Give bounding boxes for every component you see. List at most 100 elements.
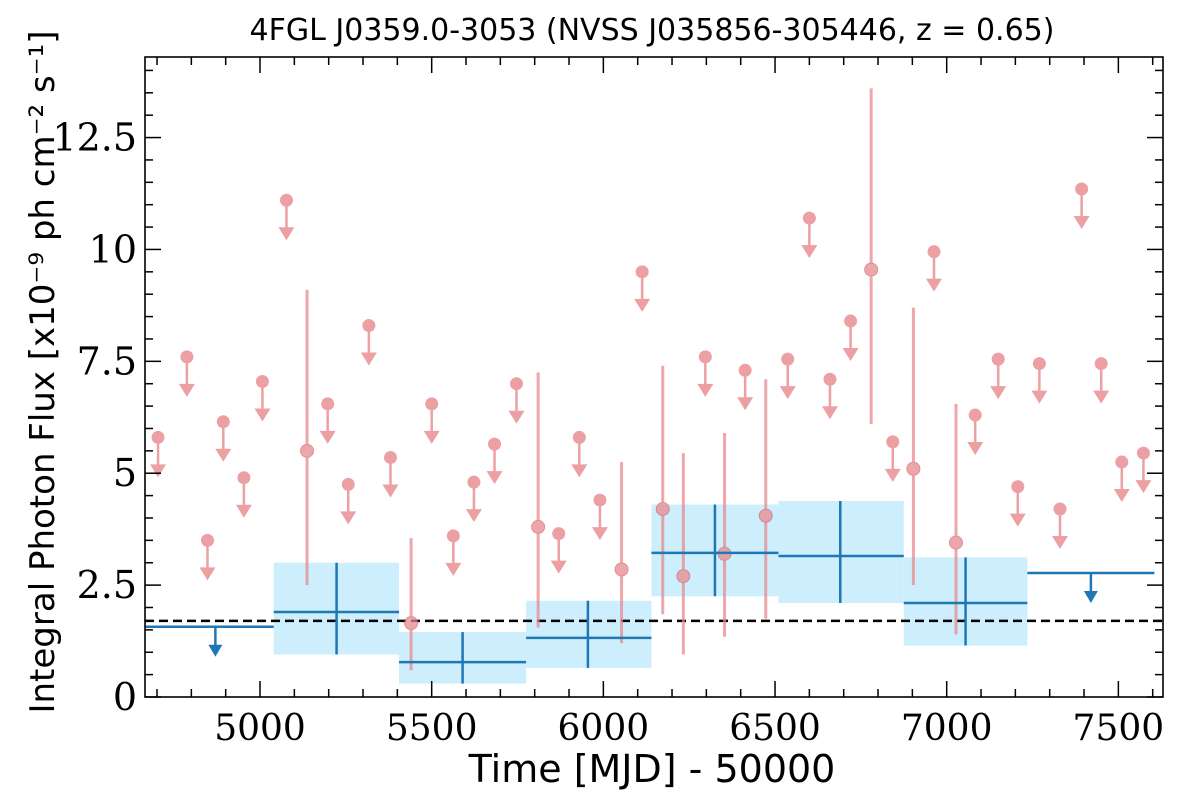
upper-limit-point bbox=[425, 397, 439, 411]
upper-limit-point bbox=[1032, 357, 1046, 371]
long-bin-ul-arrow bbox=[208, 644, 223, 657]
upper-limit-arrow bbox=[1031, 390, 1048, 404]
upper-limit-marker bbox=[445, 529, 462, 576]
upper-limit-point bbox=[488, 437, 502, 451]
upper-limit-arrow bbox=[199, 567, 216, 581]
detection-marker bbox=[906, 307, 921, 586]
upper-limit-arrow bbox=[821, 406, 838, 420]
detection-marker bbox=[758, 379, 773, 619]
short-bin-markers bbox=[150, 88, 1152, 671]
upper-limit-marker bbox=[235, 471, 252, 518]
plot-frame bbox=[144, 56, 1164, 698]
upper-limit-point bbox=[968, 408, 982, 422]
upper-limit-point bbox=[446, 529, 460, 543]
upper-limit-marker bbox=[1009, 480, 1026, 527]
upper-limit-marker bbox=[150, 430, 167, 478]
upper-limit-point bbox=[151, 430, 165, 444]
upper-limit-point bbox=[180, 350, 194, 364]
upper-limit-marker bbox=[1135, 446, 1152, 494]
upper-limit-marker bbox=[215, 415, 232, 462]
x-axis-label: Time [MJD] - 50000 bbox=[468, 747, 836, 791]
upper-limit-arrow bbox=[340, 511, 357, 525]
upper-limit-arrow bbox=[254, 408, 271, 422]
upper-limit-marker bbox=[697, 350, 714, 397]
upper-limit-point bbox=[802, 211, 816, 225]
upper-limit-marker bbox=[254, 374, 271, 422]
upper-limit-arrow bbox=[779, 386, 796, 400]
upper-limit-point bbox=[1011, 480, 1025, 494]
long-bin-detection bbox=[273, 562, 400, 655]
detection-point bbox=[864, 262, 879, 277]
upper-limit-point bbox=[886, 435, 900, 449]
y-tick-label: 12.5 bbox=[52, 116, 137, 160]
upper-limit-point bbox=[341, 477, 355, 491]
upper-limit-marker bbox=[178, 350, 195, 397]
upper-limit-point bbox=[509, 377, 523, 391]
upper-limit-marker bbox=[737, 363, 754, 411]
upper-limit-point bbox=[991, 352, 1005, 366]
x-tick-label: 5500 bbox=[386, 708, 478, 749]
x-tick-label: 7500 bbox=[1073, 708, 1165, 749]
long-bin-detection bbox=[903, 557, 1028, 646]
detection-point bbox=[300, 443, 315, 458]
detection-marker bbox=[531, 372, 546, 628]
y-tick-label: 10 bbox=[89, 227, 137, 271]
upper-limit-point bbox=[200, 533, 214, 547]
upper-limit-point bbox=[552, 527, 566, 541]
upper-limit-arrow bbox=[465, 509, 482, 523]
detection-point bbox=[531, 519, 546, 534]
x-tick-label: 6000 bbox=[558, 708, 650, 749]
y-axis-label: Integral Photon Flux [x10⁻⁹ ph cm⁻² s⁻¹] bbox=[23, 30, 63, 713]
upper-limit-arrow bbox=[360, 352, 377, 366]
upper-limit-arrow bbox=[591, 527, 608, 541]
upper-limit-marker bbox=[340, 477, 357, 525]
upper-limit-marker bbox=[1073, 182, 1090, 230]
upper-limit-point bbox=[844, 314, 858, 328]
long-bin-markers bbox=[145, 500, 1155, 684]
chart-title: 4FGL J0359.0-3053 (NVSS J035856-305446, … bbox=[250, 13, 1055, 48]
detection-point bbox=[655, 502, 670, 517]
upper-limit-marker bbox=[591, 493, 608, 541]
upper-limit-marker bbox=[508, 377, 525, 424]
long-bin-ul-arrow bbox=[1083, 591, 1098, 604]
upper-limit-point bbox=[738, 363, 752, 377]
upper-limit-marker bbox=[634, 265, 651, 312]
upper-limit-arrow bbox=[737, 397, 754, 411]
upper-limit-point bbox=[255, 374, 269, 388]
upper-limit-arrow bbox=[884, 468, 901, 482]
upper-limit-point bbox=[635, 265, 649, 279]
upper-limit-marker bbox=[486, 437, 503, 485]
detection-point bbox=[948, 535, 963, 550]
upper-limit-arrow bbox=[1113, 489, 1130, 503]
detection-point bbox=[676, 569, 691, 584]
long-bin-detection bbox=[526, 600, 652, 668]
upper-limit-marker bbox=[423, 397, 440, 444]
upper-limit-marker bbox=[1031, 357, 1048, 404]
upper-limit-marker bbox=[821, 372, 838, 420]
y-tick-label: 5 bbox=[113, 451, 137, 495]
upper-limit-arrow bbox=[178, 383, 195, 397]
upper-limit-point bbox=[781, 352, 795, 366]
long-bin-detection bbox=[399, 632, 527, 684]
detection-marker bbox=[404, 538, 419, 671]
upper-limit-marker bbox=[1051, 502, 1068, 550]
upper-limit-point bbox=[1075, 182, 1089, 196]
detection-point bbox=[404, 616, 419, 631]
detection-marker bbox=[300, 289, 315, 586]
upper-limit-point bbox=[383, 451, 397, 465]
upper-limit-arrow bbox=[697, 383, 714, 397]
upper-limit-point bbox=[698, 350, 712, 364]
upper-limit-point bbox=[362, 319, 376, 333]
upper-limit-point bbox=[1094, 357, 1108, 371]
upper-limit-marker bbox=[360, 319, 377, 366]
upper-limit-marker bbox=[842, 314, 859, 362]
upper-limit-arrow bbox=[990, 386, 1007, 400]
upper-limit-marker bbox=[382, 451, 399, 498]
detection-point bbox=[906, 461, 921, 476]
upper-limit-marker bbox=[990, 352, 1007, 400]
upper-limit-point bbox=[321, 397, 335, 411]
upper-limit-point bbox=[279, 193, 293, 207]
upper-limit-arrow bbox=[801, 245, 818, 259]
upper-limit-arrow bbox=[215, 448, 232, 462]
